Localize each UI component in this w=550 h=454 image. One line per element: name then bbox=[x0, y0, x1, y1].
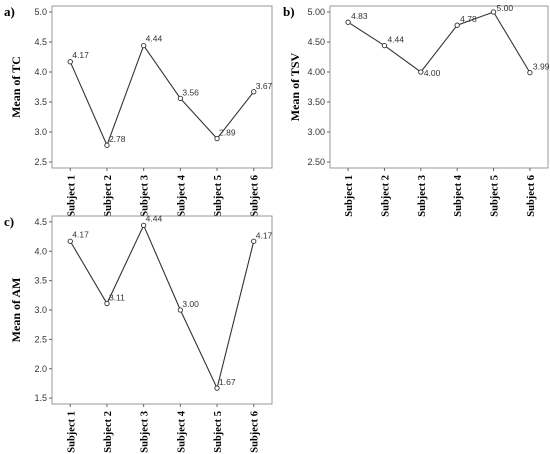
x-tick-label: Subject 2 bbox=[103, 175, 114, 217]
data-label: 4.00 bbox=[424, 68, 441, 78]
data-label: 4.78 bbox=[460, 14, 477, 24]
y-tick-label: 3.0 bbox=[34, 305, 47, 315]
data-point bbox=[67, 238, 73, 244]
data-label: 5.00 bbox=[497, 3, 514, 13]
y-axis-label: Mean of TC bbox=[9, 56, 23, 118]
data-point bbox=[104, 300, 110, 307]
y-axis-label: Mean of AM bbox=[9, 278, 23, 343]
x-tick-label: Subject 3 bbox=[140, 411, 151, 453]
data-label: 4.17 bbox=[72, 229, 89, 239]
data-point bbox=[251, 89, 257, 95]
x-tick-label: Subject 6 bbox=[250, 411, 261, 453]
y-tick-label: 2.5 bbox=[34, 157, 47, 167]
x-tick-label: Subject 5 bbox=[490, 175, 501, 217]
x-tick-label: Subject 3 bbox=[417, 175, 428, 217]
x-tick-label: Subject 1 bbox=[66, 175, 77, 217]
y-tick-label: 3.0 bbox=[34, 127, 47, 137]
y-tick-label: 2.5 bbox=[34, 334, 47, 344]
data-label: 3.00 bbox=[182, 299, 199, 309]
plot-frame bbox=[51, 215, 273, 405]
data-point bbox=[177, 307, 183, 313]
data-point bbox=[214, 385, 220, 391]
y-tick-label: 2.0 bbox=[34, 364, 47, 374]
x-tick-label: Subject 1 bbox=[344, 175, 355, 217]
y-tick-label: 3.00 bbox=[307, 127, 325, 137]
data-label: 4.44 bbox=[146, 34, 163, 44]
data-point bbox=[251, 238, 257, 244]
x-tick-label: Subject 2 bbox=[380, 175, 391, 217]
data-label: 4.17 bbox=[256, 230, 273, 240]
plot-frame bbox=[329, 5, 549, 169]
data-label: 2.78 bbox=[109, 134, 126, 144]
data-point bbox=[141, 222, 147, 229]
x-tick-label: Subject 1 bbox=[66, 411, 77, 453]
data-point bbox=[490, 9, 497, 15]
y-tick-label: 3.5 bbox=[34, 276, 47, 286]
x-tick-label: Subject 3 bbox=[140, 175, 151, 217]
data-point bbox=[527, 69, 533, 76]
y-tick-label: 4.0 bbox=[34, 67, 47, 77]
panel-letter: b) bbox=[283, 4, 295, 19]
panel-letter: a) bbox=[4, 4, 15, 19]
x-tick-label: Subject 2 bbox=[103, 411, 114, 453]
chart-panel-3: c) Mean of AM 1.5 2.0 2.5 3.0 3.5 4.0 4.5 Subject… bbox=[4, 213, 273, 452]
y-tick-label: 3.50 bbox=[307, 97, 325, 107]
data-point bbox=[141, 42, 147, 49]
y-tick-label: 4.5 bbox=[34, 37, 47, 47]
y-tick-label: 2.50 bbox=[307, 157, 325, 167]
chart-panel-2: b) Mean of TSV 2.50 3.00 3.50 4.00 4.50 5.00 Sub… bbox=[283, 3, 550, 217]
data-label: 4.44 bbox=[146, 213, 163, 223]
series-line bbox=[347, 11, 531, 73]
data-point bbox=[454, 22, 460, 28]
y-tick-label: 4.0 bbox=[34, 246, 47, 256]
data-label: 3.11 bbox=[109, 293, 125, 303]
data-point bbox=[418, 69, 424, 75]
data-point bbox=[345, 19, 351, 25]
plot-frame bbox=[51, 5, 273, 169]
data-label: 3.67 bbox=[256, 81, 273, 91]
data-label: 4.83 bbox=[351, 11, 368, 21]
y-tick-label: 1.5 bbox=[34, 393, 47, 403]
data-point bbox=[214, 135, 220, 142]
y-tick-label: 5.0 bbox=[34, 7, 47, 17]
data-label: 3.99 bbox=[533, 62, 550, 72]
data-label: 2.89 bbox=[219, 128, 236, 138]
x-tick-label: Subject 6 bbox=[250, 175, 261, 217]
x-tick-label: Subject 5 bbox=[213, 175, 224, 217]
x-tick-label: Subject 4 bbox=[176, 410, 187, 452]
y-tick-label: 4.5 bbox=[34, 217, 47, 227]
x-tick-label: Subject 4 bbox=[176, 174, 187, 216]
panel-letter: c) bbox=[4, 214, 14, 229]
series-line bbox=[69, 44, 255, 147]
data-label: 3.56 bbox=[182, 87, 199, 97]
data-point bbox=[67, 59, 73, 65]
data-point bbox=[381, 42, 388, 49]
x-tick-label: Subject 5 bbox=[213, 411, 224, 453]
data-label: 4.44 bbox=[387, 35, 404, 45]
data-label: 1.67 bbox=[219, 377, 236, 387]
data-label: 4.17 bbox=[72, 50, 89, 60]
x-tick-label: Subject 6 bbox=[526, 175, 537, 217]
data-point bbox=[177, 95, 183, 102]
y-tick-label: 4.50 bbox=[307, 37, 325, 47]
chart-panel-1: a) Mean of TC 2.5 3.0 3.5 4.0 4.5 5.0 Subject 1 S… bbox=[4, 4, 273, 217]
y-tick-label: 5.00 bbox=[307, 7, 325, 17]
y-tick-label: 4.00 bbox=[307, 67, 325, 77]
x-tick-label: Subject 4 bbox=[453, 174, 464, 216]
data-point bbox=[104, 142, 110, 148]
y-axis-label: Mean of TSV bbox=[288, 52, 302, 121]
y-tick-label: 3.5 bbox=[34, 97, 47, 107]
series-line bbox=[69, 224, 255, 390]
